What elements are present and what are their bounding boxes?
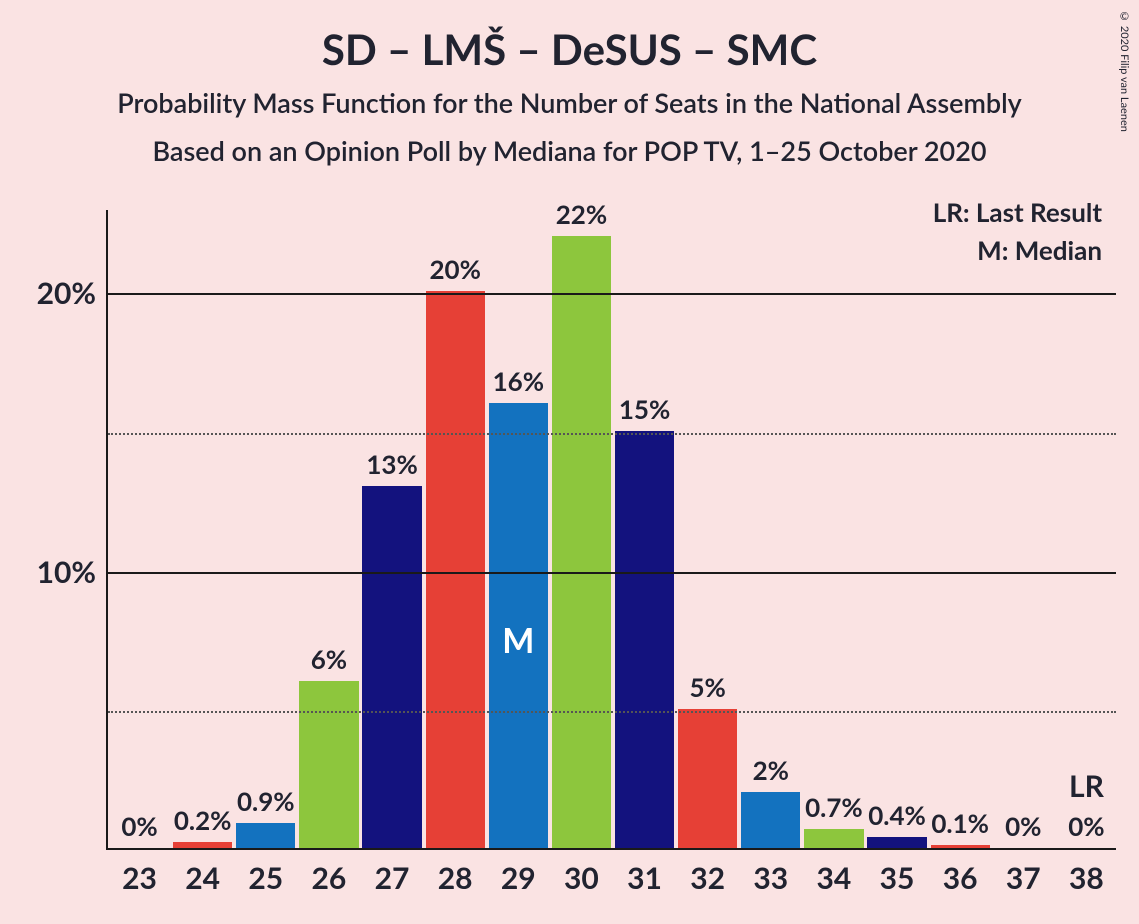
bar-value-label: 0.9%: [237, 785, 295, 823]
median-marker: M: [502, 620, 534, 661]
bar-value-label: 0%: [1005, 810, 1041, 848]
x-axis-tick: 26: [312, 848, 347, 896]
bar-value-label: 0.4%: [868, 799, 926, 837]
bar: 5%: [678, 709, 737, 848]
bar-value-label: 22%: [556, 198, 607, 236]
y-axis-tick: 20%: [37, 275, 108, 311]
bar-value-label: 6%: [311, 643, 347, 681]
x-axis-tick: 38: [1069, 848, 1104, 896]
gridline: [108, 293, 1116, 295]
x-axis-tick: 35: [880, 848, 915, 896]
chart-subtitle-2: Based on an Opinion Poll by Mediana for …: [0, 134, 1139, 167]
last-result-marker: LR: [1069, 768, 1104, 804]
bar-value-label: 0.2%: [174, 804, 232, 842]
x-axis-tick: 32: [690, 848, 725, 896]
x-axis-tick: 37: [1006, 848, 1041, 896]
bar-value-label: 0%: [1068, 810, 1104, 848]
bar: 15%: [615, 431, 674, 848]
bar: 6%: [299, 681, 358, 848]
x-axis-tick: 36: [943, 848, 978, 896]
bar-value-label: 15%: [619, 393, 670, 431]
bar: 0.7%: [804, 829, 863, 848]
gridline: [108, 572, 1116, 574]
bar-value-label: 2%: [753, 754, 789, 792]
bar: 20%: [426, 291, 485, 848]
bar: 22%: [552, 236, 611, 848]
x-axis-tick: 23: [122, 848, 157, 896]
chart-title: SD – LMŠ – DeSUS – SMC: [0, 24, 1139, 74]
bar: 13%: [362, 486, 421, 848]
x-axis-tick: 33: [753, 848, 788, 896]
y-axis-tick: 10%: [37, 554, 108, 590]
bar-value-label: 20%: [429, 253, 480, 291]
bar: 0.9%: [236, 823, 295, 848]
bar-value-label: 0.1%: [931, 807, 989, 845]
x-axis-tick: 29: [501, 848, 536, 896]
bar-value-label: 0%: [121, 810, 157, 848]
gridline: [108, 711, 1116, 713]
x-axis-tick: 27: [375, 848, 410, 896]
x-axis-tick: 24: [185, 848, 220, 896]
bar-value-label: 5%: [689, 671, 725, 709]
x-axis-tick: 34: [817, 848, 852, 896]
chart-subtitle-1: Probability Mass Function for the Number…: [0, 86, 1139, 119]
plot-area: LR: Last Result M: Median 0%0.2%0.9%6%13…: [106, 210, 1116, 850]
bar: 0.4%: [867, 837, 926, 848]
bar: 2%: [741, 792, 800, 848]
bars-container: 0%0.2%0.9%6%13%20%16%M22%15%5%2%0.7%0.4%…: [108, 210, 1116, 848]
x-axis-tick: 31: [627, 848, 662, 896]
bar-value-label: 0.7%: [805, 791, 863, 829]
bar: 16%M: [489, 403, 548, 848]
x-axis-tick: 25: [248, 848, 283, 896]
bar-value-label: 13%: [366, 448, 417, 486]
x-axis-tick: 28: [438, 848, 473, 896]
x-axis-tick: 30: [564, 848, 599, 896]
bar-value-label: 16%: [493, 365, 544, 403]
chart-canvas: © 2020 Filip van Laenen SD – LMŠ – DeSUS…: [0, 0, 1139, 924]
gridline: [108, 433, 1116, 435]
